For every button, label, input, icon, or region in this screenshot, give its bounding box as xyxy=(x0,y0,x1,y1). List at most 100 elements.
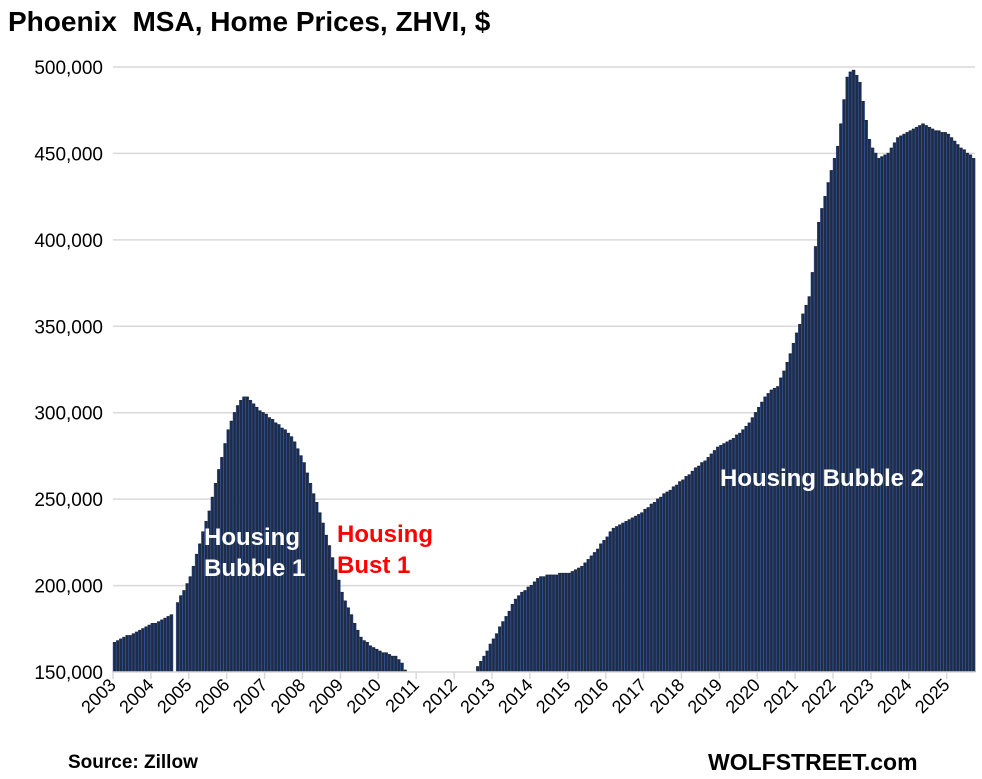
bar xyxy=(918,125,922,673)
bar xyxy=(665,491,670,673)
bar xyxy=(772,388,777,673)
bar xyxy=(943,132,947,673)
bar xyxy=(482,656,486,673)
bar xyxy=(652,502,657,673)
x-tick-label: 2015 xyxy=(532,675,574,717)
bar xyxy=(624,521,629,673)
bar xyxy=(816,222,821,673)
bar xyxy=(194,554,199,673)
bar xyxy=(791,343,796,673)
bar xyxy=(539,576,543,673)
bar xyxy=(185,583,190,673)
x-tick-label: 2011 xyxy=(381,675,423,717)
bar xyxy=(365,642,370,673)
bar xyxy=(839,123,843,673)
bar xyxy=(747,422,752,673)
bar xyxy=(949,137,954,673)
bar xyxy=(618,524,622,673)
bar xyxy=(861,101,865,673)
bar xyxy=(940,132,944,673)
bar xyxy=(501,621,505,673)
bar xyxy=(753,412,758,673)
bar xyxy=(700,462,704,673)
x-tick-label: 2005 xyxy=(153,675,195,717)
bar xyxy=(384,652,388,673)
bar xyxy=(794,332,799,673)
bar xyxy=(567,573,572,673)
bar xyxy=(352,623,357,673)
bar xyxy=(400,663,404,673)
bar xyxy=(346,607,351,673)
bar xyxy=(889,147,894,673)
y-tick-label: 500,000 xyxy=(34,58,103,79)
x-tick-label: 2024 xyxy=(873,675,915,717)
bar xyxy=(835,146,840,673)
bar xyxy=(715,447,720,673)
bar xyxy=(763,396,767,673)
bar xyxy=(112,642,117,673)
x-tick-label: 2017 xyxy=(608,675,650,717)
bar xyxy=(605,536,610,673)
bar xyxy=(914,127,919,673)
bar xyxy=(153,623,158,673)
bar xyxy=(179,595,183,673)
bar xyxy=(823,196,827,673)
bar xyxy=(561,573,565,673)
bar xyxy=(959,147,963,673)
bar xyxy=(845,77,850,673)
bar xyxy=(545,574,550,673)
bar xyxy=(911,128,916,673)
bar xyxy=(491,638,496,673)
bar xyxy=(355,630,360,673)
bar xyxy=(703,460,707,673)
bar xyxy=(128,635,133,673)
bar xyxy=(946,134,951,673)
bar xyxy=(678,481,682,673)
bar xyxy=(895,137,900,673)
bar xyxy=(122,637,126,673)
bar xyxy=(147,625,152,673)
bar xyxy=(488,644,493,673)
bar xyxy=(504,616,509,673)
bar xyxy=(864,120,869,673)
bar xyxy=(867,139,872,673)
bar xyxy=(558,573,562,673)
bar xyxy=(611,528,616,673)
y-tick-label: 150,000 xyxy=(34,663,103,684)
x-tick-label: 2023 xyxy=(835,675,877,717)
y-tick-label: 450,000 xyxy=(34,144,103,165)
bar xyxy=(599,543,603,673)
bar xyxy=(381,652,385,673)
y-tick-label: 250,000 xyxy=(34,490,103,511)
bar xyxy=(971,158,976,673)
bar xyxy=(308,483,313,673)
bar xyxy=(125,635,130,673)
bar xyxy=(643,509,647,673)
bar xyxy=(188,576,193,673)
bar xyxy=(659,497,663,673)
bar xyxy=(507,611,512,673)
bar xyxy=(693,467,698,673)
bar xyxy=(750,417,755,673)
bar xyxy=(324,535,328,673)
bar xyxy=(924,125,929,673)
bar xyxy=(876,158,881,673)
bar xyxy=(576,568,581,673)
bar xyxy=(627,519,632,673)
bar xyxy=(595,549,600,673)
bar xyxy=(191,566,196,673)
bar xyxy=(119,638,123,673)
bar xyxy=(908,130,913,673)
bar xyxy=(592,552,597,673)
bar xyxy=(706,457,711,673)
bar xyxy=(586,559,591,673)
bar xyxy=(548,574,553,673)
bar xyxy=(955,144,960,673)
bar xyxy=(340,592,344,673)
bar xyxy=(690,471,695,673)
bar xyxy=(965,153,970,673)
bar xyxy=(883,154,887,673)
bar xyxy=(198,543,202,673)
bar xyxy=(936,130,941,673)
bar xyxy=(314,502,319,673)
